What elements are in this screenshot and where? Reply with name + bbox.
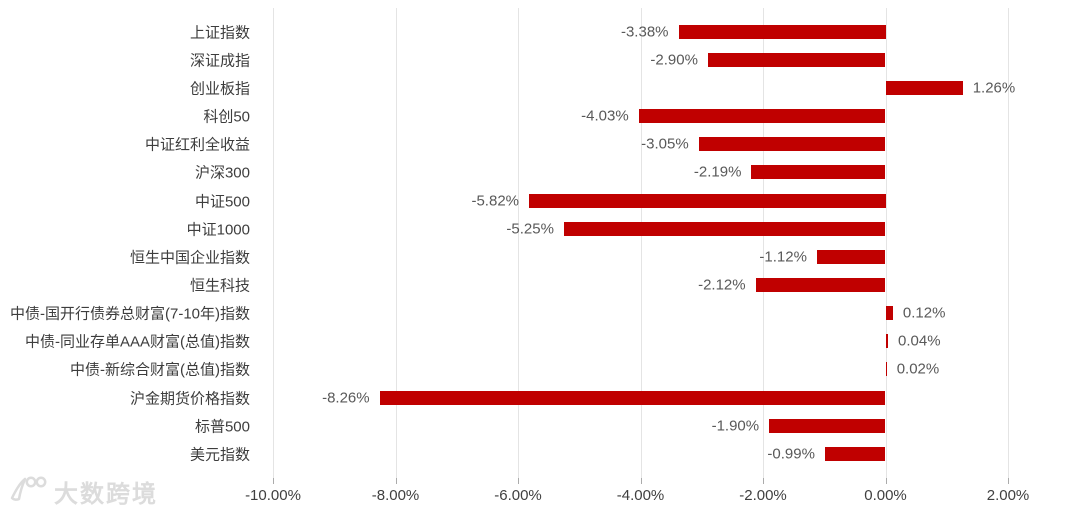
gridline <box>518 8 519 478</box>
gridline <box>273 8 274 478</box>
bar <box>563 221 886 236</box>
value-label: -8.26% <box>322 389 370 407</box>
x-tick-label: 2.00% <box>986 487 1030 504</box>
value-label: 0.12% <box>902 304 946 322</box>
category-label: 科创50 <box>203 108 250 126</box>
bar <box>769 418 886 433</box>
value-label: -4.03% <box>581 107 629 125</box>
value-label: 0.04% <box>898 332 941 350</box>
category-label: 美元指数 <box>189 446 250 464</box>
bar <box>638 109 886 123</box>
x-tick-label: 0.00% <box>864 487 907 504</box>
x-tickmark <box>518 478 519 484</box>
value-label: -0.99% <box>767 445 815 463</box>
category-label: 深证成指 <box>189 52 250 70</box>
category-label: 标普500 <box>194 418 250 436</box>
category-label: 沪深300 <box>194 164 250 182</box>
value-label: -5.25% <box>506 220 554 238</box>
bar <box>885 334 888 349</box>
gridline <box>763 8 764 478</box>
bar <box>885 306 893 321</box>
value-label: -3.38% <box>620 23 669 40</box>
value-label: 1.26% <box>972 79 1016 97</box>
bar <box>816 249 886 264</box>
x-tickmark <box>273 478 274 484</box>
x-tickmark <box>395 478 397 484</box>
x-tick-label: -8.00% <box>371 487 420 504</box>
watermark-text: 大数跨境 <box>54 481 158 508</box>
x-tickmark <box>763 478 764 484</box>
x-tick-label: -4.00% <box>616 487 665 504</box>
value-label: -3.05% <box>641 135 689 153</box>
category-label: 中债-同业存单AAA财富(总值)指数 <box>24 333 250 351</box>
bar <box>707 52 886 67</box>
x-tickmark <box>640 478 642 484</box>
bar <box>755 277 886 292</box>
category-label: 创业板指 <box>189 80 250 98</box>
bar <box>824 446 886 461</box>
value-label: -2.19% <box>693 163 742 181</box>
gridline <box>640 8 642 478</box>
bar <box>698 137 886 152</box>
x-tickmark <box>1008 478 1009 484</box>
gridline <box>885 8 887 478</box>
bar <box>379 390 886 405</box>
watermark: 大数跨境 <box>8 474 158 509</box>
watermark-logo-icon <box>8 474 48 509</box>
category-label: 沪金期货价格指数 <box>129 390 250 408</box>
x-tick-label: -2.00% <box>739 487 787 504</box>
category-label: 中证1000 <box>186 221 250 239</box>
value-label: -1.12% <box>759 248 807 266</box>
category-label: 恒生中国企业指数 <box>129 249 250 267</box>
category-label: 中债-国开行债券总财富(7-10年)指数 <box>9 305 250 323</box>
x-tickmark <box>885 478 887 484</box>
value-label: -5.82% <box>471 192 519 209</box>
value-label: -1.90% <box>711 417 760 435</box>
x-tick-label: -10.00% <box>245 487 301 504</box>
bar <box>885 362 887 377</box>
category-label: 中证红利全收益 <box>144 136 250 154</box>
category-label: 中证500 <box>194 193 250 210</box>
x-tick-label: -6.00% <box>494 487 542 504</box>
gridline <box>395 8 397 478</box>
category-label: 中债-新综合财富(总值)指数 <box>70 361 250 379</box>
category-label: 恒生科技 <box>189 277 250 295</box>
bar <box>529 193 886 208</box>
value-label: 0.02% <box>896 360 940 378</box>
value-label: -2.12% <box>698 276 746 294</box>
value-label: -2.90% <box>650 51 698 69</box>
bar <box>678 24 886 39</box>
bar <box>885 80 963 95</box>
category-label: 上证指数 <box>189 24 250 41</box>
bar <box>751 165 886 180</box>
gridline <box>1008 8 1009 478</box>
